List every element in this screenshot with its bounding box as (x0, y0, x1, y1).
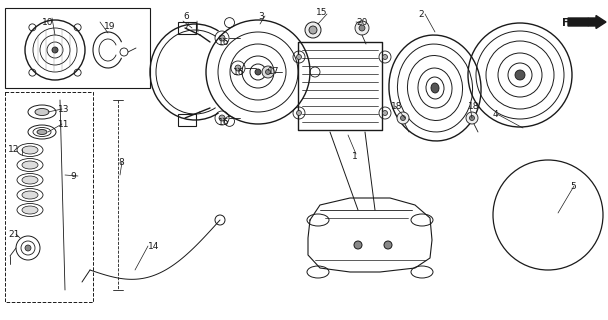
Circle shape (515, 70, 525, 80)
FancyArrow shape (568, 15, 606, 28)
Text: 8: 8 (118, 158, 124, 167)
Text: 16: 16 (233, 68, 244, 77)
Text: 4: 4 (493, 110, 499, 119)
Text: 13: 13 (58, 105, 69, 114)
Text: 3: 3 (258, 12, 264, 21)
Bar (5, 8, 150, 88)
Circle shape (219, 115, 225, 121)
Circle shape (382, 110, 387, 116)
Circle shape (401, 116, 406, 121)
Text: 11: 11 (58, 120, 69, 129)
Text: 15: 15 (316, 8, 328, 17)
Ellipse shape (22, 176, 38, 184)
Circle shape (266, 69, 271, 75)
Circle shape (466, 112, 478, 124)
Text: 2: 2 (418, 10, 424, 19)
Text: 21: 21 (8, 230, 19, 239)
Circle shape (305, 22, 321, 38)
Circle shape (384, 241, 392, 249)
Ellipse shape (431, 83, 439, 93)
Text: 16: 16 (218, 118, 229, 127)
Text: FR.: FR. (562, 18, 581, 28)
Ellipse shape (22, 206, 38, 214)
Text: 14: 14 (148, 242, 159, 251)
Bar (178, 114, 196, 126)
Bar (5, 92, 93, 302)
Circle shape (235, 65, 241, 71)
Circle shape (255, 69, 261, 75)
Text: 17: 17 (268, 67, 280, 76)
Text: 1: 1 (352, 152, 358, 161)
Circle shape (469, 116, 474, 121)
Text: 16: 16 (218, 38, 229, 47)
Text: 20: 20 (356, 18, 367, 27)
Text: 5: 5 (570, 182, 576, 191)
Circle shape (359, 25, 365, 31)
Ellipse shape (37, 130, 47, 134)
Bar (178, 22, 196, 34)
Circle shape (262, 66, 274, 78)
Circle shape (297, 54, 302, 60)
Circle shape (354, 241, 362, 249)
Circle shape (309, 26, 317, 34)
Circle shape (382, 54, 387, 60)
Text: 10: 10 (42, 18, 54, 27)
Ellipse shape (22, 146, 38, 154)
Circle shape (52, 47, 58, 53)
Circle shape (397, 112, 409, 124)
Text: 18: 18 (391, 102, 402, 111)
Circle shape (219, 35, 225, 41)
Text: 12: 12 (8, 145, 19, 154)
Text: 7: 7 (183, 22, 188, 31)
Circle shape (25, 245, 31, 251)
Ellipse shape (22, 161, 38, 169)
Ellipse shape (35, 108, 49, 116)
Text: 19: 19 (104, 22, 116, 31)
Text: 6: 6 (183, 12, 188, 21)
Circle shape (355, 21, 369, 35)
Circle shape (297, 110, 302, 116)
Bar (298, 42, 382, 130)
Text: 18: 18 (468, 102, 480, 111)
Text: 9: 9 (70, 172, 76, 181)
Ellipse shape (22, 191, 38, 199)
